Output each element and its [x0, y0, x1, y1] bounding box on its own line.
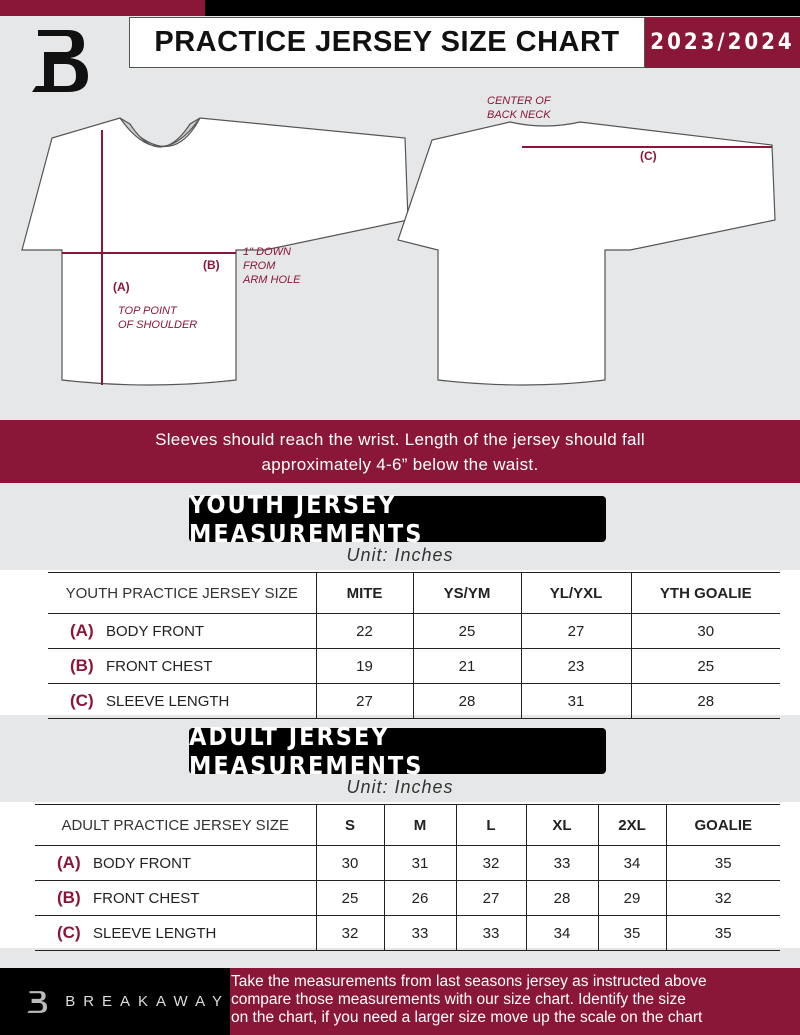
note-top-point: TOP POINT OF SHOULDER — [118, 305, 198, 331]
adult-unit: Unit: Inches — [346, 777, 454, 797]
adult-section-title: ADULT JERSEY MEASUREMENTS — [189, 722, 606, 780]
table-row: (B) FRONT CHEST 25 26 27 28 29 32 — [35, 880, 780, 916]
instruction-banner: Sleeves should reach the wrist. Length o… — [0, 420, 800, 483]
table-row: (B) FRONT CHEST 19 21 23 25 — [48, 648, 780, 684]
youth-section-title: YOUTH JERSEY MEASUREMENTS — [189, 490, 606, 548]
youth-size-table: YOUTH PRACTICE JERSEY SIZE MITE YS/YM YL/YX… — [48, 572, 780, 719]
table-header-row: YOUTH PRACTICE JERSEY SIZE MITE YS/YM YL/YX… — [48, 572, 780, 614]
note-back-neck: CENTER OF BACK NECK — [487, 95, 551, 121]
table-row: (A) BODY FRONT 30 31 32 33 34 35 — [35, 845, 780, 881]
brand-name: BREAKAWAY — [65, 993, 230, 1010]
label-b: (B) — [203, 258, 220, 272]
note-arm-hole: 1" DOWN FROM ARM HOLE — [243, 246, 301, 286]
table-header-row: ADULT PRACTICE JERSEY SIZE S M L XL 2XL GOALIE — [35, 804, 780, 846]
back-jersey-outline — [397, 121, 776, 386]
youth-unit: Unit: Inches — [346, 545, 454, 565]
table-row: (C) SLEEVE LENGTH 32 33 33 34 35 35 — [35, 915, 780, 951]
label-a: (A) — [113, 280, 130, 294]
breakaway-logo-icon — [32, 30, 88, 92]
footer-instructions: Take the measurements from last seasons … — [230, 968, 800, 1035]
adult-size-table: ADULT PRACTICE JERSEY SIZE S M L XL 2XL GOALIE… — [35, 804, 780, 951]
top-black-bar — [205, 0, 800, 16]
label-c: (C) — [640, 149, 657, 163]
breakaway-logo-small-icon — [27, 990, 48, 1013]
top-accent-bar — [0, 0, 205, 16]
jersey-diagram — [21, 117, 776, 386]
table-row: (A) BODY FRONT 22 25 27 30 — [48, 613, 780, 649]
season-label: 2023/2024 — [645, 17, 800, 68]
page-title: PRACTICE JERSEY SIZE CHART — [129, 17, 645, 68]
footer-brand: BREAKAWAY — [0, 968, 230, 1035]
table-row: (C) SLEEVE LENGTH 27 28 31 28 — [48, 683, 780, 719]
front-jersey-outline — [21, 117, 409, 386]
